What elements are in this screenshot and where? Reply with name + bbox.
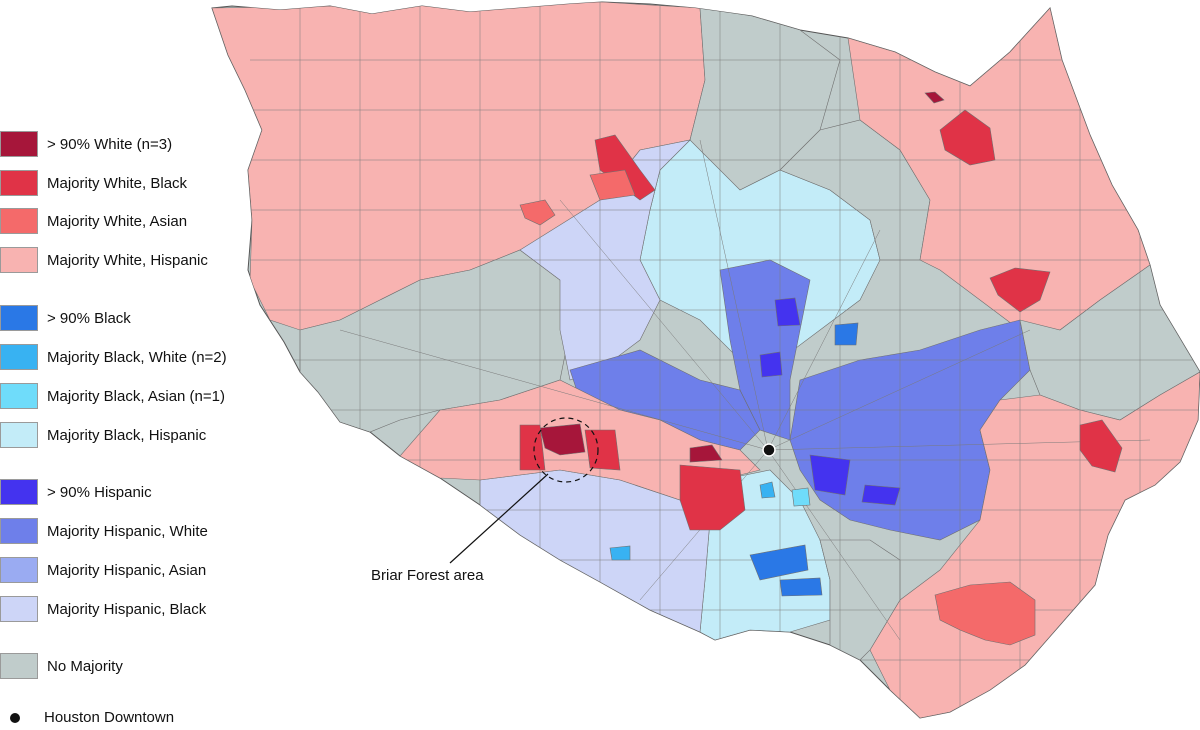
map-legend: > 90% White (n=3) Majority White, Black … — [0, 0, 300, 730]
legend-swatch — [0, 653, 38, 679]
legend-swatch — [0, 557, 38, 583]
legend-label-downtown: Houston Downtown — [44, 709, 175, 726]
briar-forest-label: Briar Forest area — [371, 567, 484, 584]
legend-label: > 90% Hispanic — [47, 483, 152, 501]
legend-label: Majority Hispanic, White — [47, 522, 208, 540]
legend-label: Majority Black, Hispanic — [47, 426, 207, 444]
tract-white-asian-se — [934, 581, 1036, 646]
tract-grid — [250, 2, 1200, 718]
tract-briar-red-cluster — [519, 424, 621, 471]
tract-white-black-e — [1079, 419, 1123, 473]
legend-item-hispanic-90: > 90% Hispanic — [0, 479, 152, 505]
tract-hispanic-90-north2 — [774, 297, 801, 327]
tract-white-black-ne1 — [939, 109, 996, 166]
tract-black-white — [609, 481, 776, 561]
tract-black-90-east — [834, 322, 859, 346]
legend-swatch — [0, 422, 38, 448]
legend-label: Majority White, Asian — [47, 212, 188, 230]
legend-item-white-90: > 90% White (n=3) — [0, 131, 172, 157]
legend-swatch — [0, 518, 38, 544]
tract-white-90-c — [924, 91, 945, 104]
downtown-marker — [762, 443, 776, 457]
legend-swatch — [0, 131, 38, 157]
tract-white-asian-sw — [519, 199, 556, 226]
legend-swatch — [0, 383, 38, 409]
legend-swatch — [0, 170, 38, 196]
legend-item-hispanic-asian: Majority Hispanic, Asian — [0, 557, 206, 583]
legend-item-black-90: > 90% Black — [0, 305, 131, 331]
legend-label: Majority Hispanic, Black — [47, 600, 207, 618]
tract-white-90-b — [689, 444, 723, 463]
legend-label: > 90% Black — [47, 309, 131, 327]
legend-item-hispanic-white: Majority Hispanic, White — [0, 518, 208, 544]
legend-swatch — [0, 305, 38, 331]
legend-item-hispanic-black: Majority Hispanic, Black — [0, 596, 206, 622]
legend-label: Majority White, Hispanic — [47, 251, 208, 269]
tract-central-red-cluster — [679, 464, 746, 531]
legend-item-downtown: Houston Downtown — [10, 709, 174, 726]
tract-white-90-a — [539, 423, 586, 456]
tract-black-asian — [791, 487, 811, 507]
legend-swatch — [0, 247, 38, 273]
tract-white-black-ne2 — [989, 267, 1051, 313]
legend-label: > 90% White (n=3) — [47, 135, 173, 153]
briar-forest-leader-line — [449, 473, 549, 564]
legend-item-no-majority: No Majority — [0, 653, 123, 679]
downtown-dot-icon — [10, 712, 20, 723]
legend-label: Majority Black, White (n=2) — [47, 348, 227, 366]
legend-item-white-black: Majority White, Black — [0, 170, 187, 196]
legend-label: No Majority — [47, 657, 123, 675]
legend-swatch — [0, 479, 38, 505]
legend-label: Majority Black, Asian (n=1) — [47, 387, 225, 405]
tract-hispanic-90-north — [759, 351, 783, 378]
tract-white-asian-nw — [589, 169, 636, 201]
legend-item-white-asian: Majority White, Asian — [0, 208, 187, 234]
briar-forest-circle — [533, 417, 599, 483]
legend-label: Majority White, Black — [47, 174, 188, 192]
legend-label: Majority Hispanic, Asian — [47, 561, 207, 579]
legend-swatch — [0, 344, 38, 370]
legend-swatch — [0, 208, 38, 234]
legend-item-white-hispanic: Majority White, Hispanic — [0, 247, 208, 273]
tract-hispanic-90-east — [809, 454, 901, 506]
legend-item-black-asian: Majority Black, Asian (n=1) — [0, 383, 225, 409]
tract-black-90-south — [749, 544, 823, 597]
legend-item-black-white: Majority Black, White (n=2) — [0, 344, 227, 370]
legend-swatch — [0, 596, 38, 622]
legend-item-black-hispanic: Majority Black, Hispanic — [0, 422, 206, 448]
tract-white-black-nw — [594, 134, 656, 201]
